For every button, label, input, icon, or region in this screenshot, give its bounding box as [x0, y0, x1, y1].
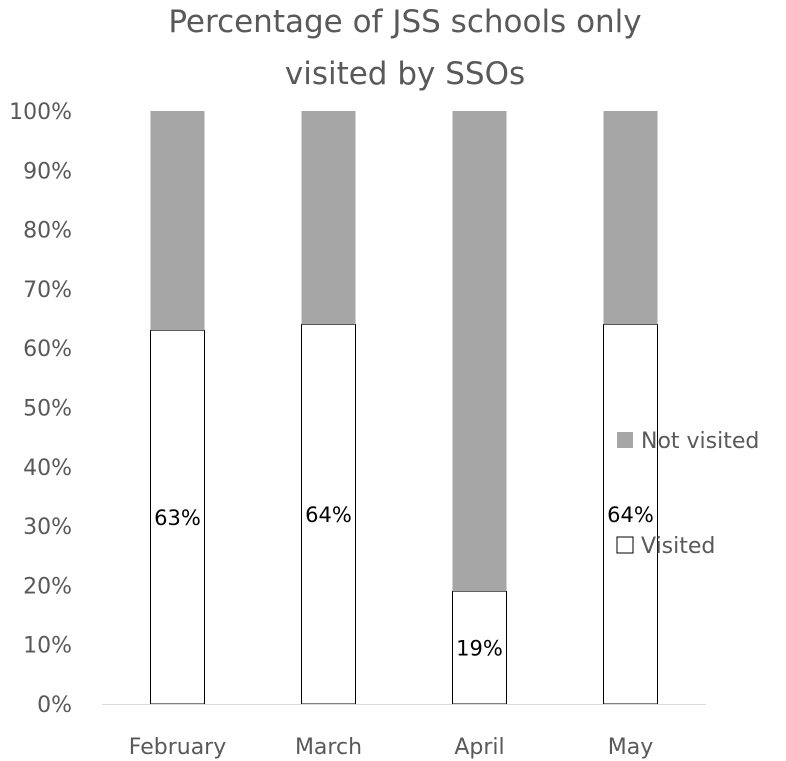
y-tick-label: 70% [23, 278, 72, 303]
bars: 63% 64% 19% 64% [150, 111, 658, 705]
x-tick-label: May [608, 735, 653, 760]
y-tick-label: 30% [23, 515, 72, 540]
x-axis: February March April May [102, 704, 706, 760]
legend: Not visited Visited [616, 429, 759, 559]
y-tick-label: 100% [9, 100, 72, 125]
data-label: 64% [607, 503, 654, 527]
chart-title-line-2: visited by SSOs [285, 56, 525, 92]
data-label: 63% [154, 506, 201, 530]
bar-segment-visited-may [603, 323, 658, 705]
bar-segment-visited-february [150, 329, 205, 705]
data-label: 64% [305, 503, 352, 527]
y-tick-label: 10% [23, 634, 72, 659]
y-axis: 0% 10% 20% 30% 40% 50% 60% 70% 80% 90% 100% [9, 100, 72, 718]
bar-segment-not-visited-march [301, 111, 356, 325]
bar-segment-visited-march [301, 323, 356, 705]
y-tick-label: 90% [23, 159, 72, 184]
legend-label-not-visited: Not visited [641, 429, 759, 454]
bar-segment-not-visited-april [452, 111, 507, 592]
x-tick-label: April [454, 735, 504, 760]
y-tick-label: 20% [23, 574, 72, 599]
y-tick-label: 40% [23, 456, 72, 481]
y-tick-label: 60% [23, 337, 72, 362]
y-tick-label: 0% [37, 693, 72, 718]
y-tick-label: 50% [23, 397, 72, 422]
legend-swatch-visited [616, 536, 634, 554]
data-label: 19% [456, 637, 503, 661]
y-tick-label: 80% [23, 219, 72, 244]
bar-segment-not-visited-february [150, 111, 205, 331]
chart-title-line-1: Percentage of JSS schools only [168, 4, 641, 40]
bar-segment-visited-april [452, 590, 507, 705]
x-tick-label: March [295, 735, 362, 760]
legend-swatch-not-visited [617, 432, 633, 448]
chart-title: Percentage of JSS schools only visited b… [168, 4, 641, 92]
legend-label-visited: Visited [641, 534, 715, 559]
x-tick-label: February [129, 735, 227, 760]
bar-segment-not-visited-may [603, 111, 658, 325]
